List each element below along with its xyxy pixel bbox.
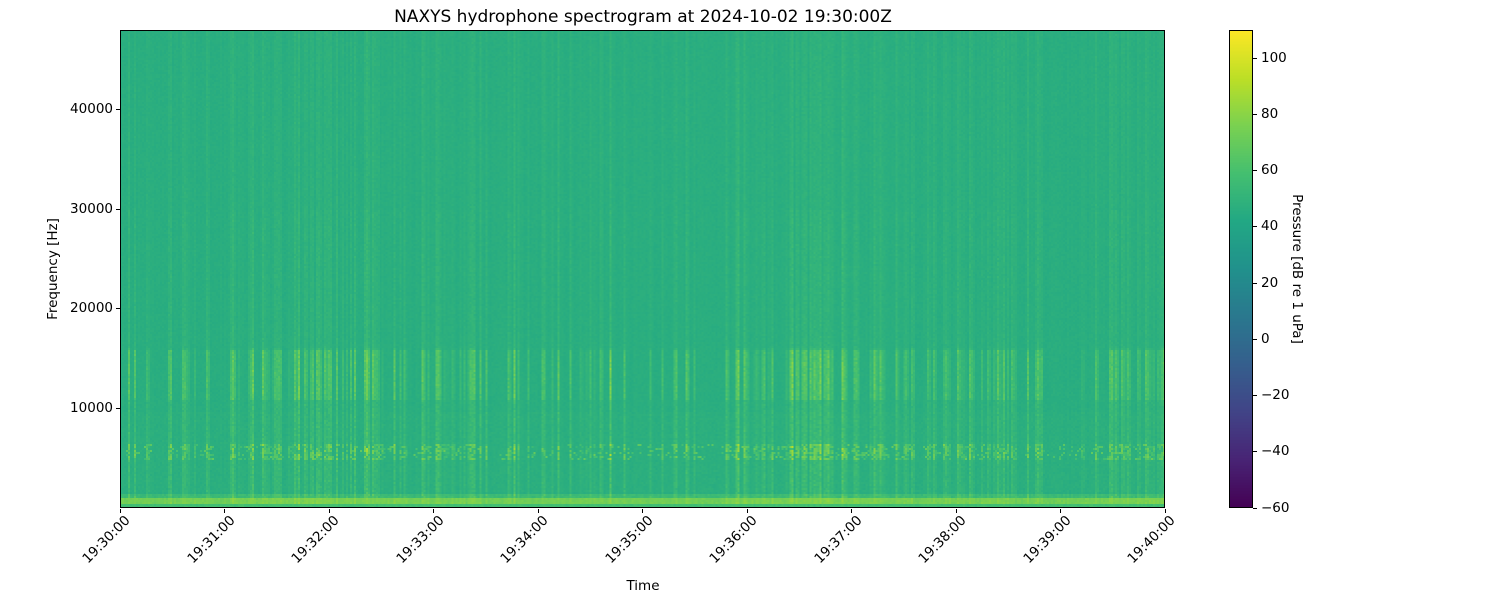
x-tick-mark xyxy=(537,509,539,513)
spectrogram-heatmap xyxy=(120,30,1165,508)
colorbar-tick-mark xyxy=(1253,113,1257,115)
x-tick-mark xyxy=(746,509,748,513)
x-tick-mark xyxy=(119,509,121,513)
colorbar-tick-mark xyxy=(1253,507,1257,509)
y-tick-label: 20000 xyxy=(70,300,113,317)
colorbar-tick-mark xyxy=(1253,282,1257,284)
x-tick-label: 19:36:00 xyxy=(706,512,761,567)
x-axis-label: Time xyxy=(626,578,660,594)
colorbar-tick-label: 20 xyxy=(1261,274,1279,291)
x-tick-label: 19:35:00 xyxy=(602,512,657,567)
y-tick-label: 40000 xyxy=(70,101,113,118)
x-tick-mark xyxy=(224,509,225,513)
colorbar-tick-mark xyxy=(1253,170,1257,172)
colorbar-tick-label: −20 xyxy=(1261,387,1290,404)
y-tick-label: 30000 xyxy=(70,200,113,217)
y-tick-mark xyxy=(116,208,120,210)
y-tick-mark xyxy=(116,407,120,409)
x-tick-mark xyxy=(328,509,330,513)
x-tick-mark xyxy=(433,509,434,513)
x-tick-mark xyxy=(955,509,957,513)
y-tick-label: 10000 xyxy=(70,399,113,416)
x-tick-label: 19:40:00 xyxy=(1124,512,1179,567)
colorbar-tick-label: 0 xyxy=(1261,330,1270,347)
x-tick-label: 19:30:00 xyxy=(79,512,134,567)
x-tick-label: 19:33:00 xyxy=(393,512,448,567)
chart-title: NAXYS hydrophone spectrogram at 2024-10-… xyxy=(394,7,892,27)
colorbar-tick-label: 100 xyxy=(1261,49,1287,66)
x-tick-label: 19:32:00 xyxy=(288,512,343,567)
colorbar-tick-label: −40 xyxy=(1261,443,1290,460)
colorbar-tick-mark xyxy=(1253,395,1257,397)
y-tick-mark xyxy=(116,308,120,310)
colorbar-tick-mark xyxy=(1253,226,1257,228)
x-tick-mark xyxy=(1060,509,1061,513)
y-tick-mark xyxy=(116,109,120,111)
colorbar-tick-mark xyxy=(1253,338,1257,340)
x-tick-label: 19:31:00 xyxy=(184,512,239,567)
x-tick-label: 19:37:00 xyxy=(811,512,866,567)
x-tick-mark xyxy=(851,509,852,513)
colorbar-tick-label: −60 xyxy=(1261,499,1290,516)
colorbar-tick-label: 40 xyxy=(1261,218,1279,235)
colorbar-tick-label: 80 xyxy=(1261,105,1279,122)
colorbar-label: Pressure [dB re 1 uPa] xyxy=(1289,194,1305,344)
x-tick-label: 19:34:00 xyxy=(497,512,552,567)
x-tick-label: 19:38:00 xyxy=(915,512,970,567)
colorbar-gradient xyxy=(1229,30,1253,508)
colorbar-tick-mark xyxy=(1253,451,1257,453)
colorbar-tick-label: 60 xyxy=(1261,162,1279,179)
x-tick-mark xyxy=(642,509,643,513)
x-tick-label: 19:39:00 xyxy=(1020,512,1075,567)
colorbar-tick-mark xyxy=(1253,57,1257,59)
x-tick-mark xyxy=(1164,509,1166,513)
